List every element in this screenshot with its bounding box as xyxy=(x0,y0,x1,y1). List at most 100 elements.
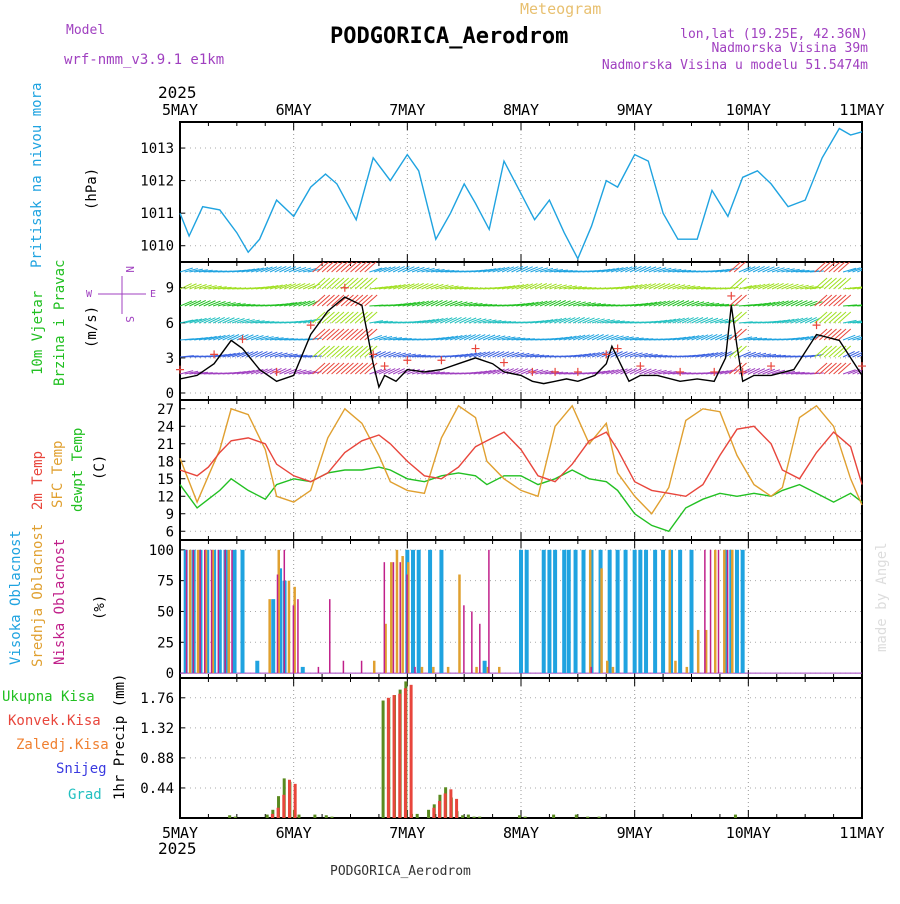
wind-barb xyxy=(857,371,862,375)
wind-barb xyxy=(208,300,221,307)
wind-barb xyxy=(288,354,303,358)
wind-barb xyxy=(293,300,307,307)
cloud-low-bar xyxy=(217,549,220,674)
wind-barb xyxy=(710,351,723,358)
wind-barb xyxy=(454,353,469,358)
day-label-top: 9MAY xyxy=(617,101,653,119)
wind-barb xyxy=(435,269,450,273)
wind-barb xyxy=(790,317,804,324)
cloud-label-1: Visoka Oblacnost xyxy=(8,530,24,665)
wind-barb xyxy=(321,311,335,324)
wind-barb xyxy=(354,328,368,341)
wind-barb xyxy=(303,318,317,324)
wind-barb xyxy=(445,335,459,341)
wind-barb xyxy=(364,294,378,307)
wind-barb xyxy=(487,320,502,324)
wind-barb xyxy=(335,262,349,273)
wind-barb xyxy=(790,284,804,290)
wind-barb xyxy=(577,353,592,358)
cloud-mid-bar xyxy=(611,666,615,674)
y-tick-label: 21 xyxy=(157,437,174,453)
model-elevation-label: Nadmorska Visina u modelu 51.5474m xyxy=(602,58,868,73)
wind-barb xyxy=(662,268,677,273)
wind-barb xyxy=(852,286,862,290)
wind-barb xyxy=(733,294,747,307)
gust-marker xyxy=(727,291,736,300)
cloud-mid-bar xyxy=(293,586,296,674)
wind-barb xyxy=(383,368,396,375)
wind-barb xyxy=(624,368,637,375)
cloud-high-bar xyxy=(232,549,237,674)
wind-barb xyxy=(861,271,862,272)
cloud-low-bar xyxy=(329,599,331,674)
day-label-bottom: 10MAY xyxy=(726,824,771,842)
wind-barb xyxy=(378,351,391,358)
wind-barb xyxy=(487,267,501,273)
wind-barb xyxy=(189,283,202,290)
wind-barb xyxy=(681,335,696,341)
precip-total-bar xyxy=(233,816,237,818)
cloud-mid-bar xyxy=(188,549,192,674)
wind-barb xyxy=(359,328,373,341)
cloud-high-bar xyxy=(271,599,276,674)
wind-barb xyxy=(203,300,216,307)
wind-barb xyxy=(771,300,785,307)
precip-conv-bar xyxy=(276,807,280,818)
wind-barb xyxy=(658,370,672,375)
wind-barb xyxy=(587,317,600,324)
wind-barb xyxy=(350,277,364,290)
wind-barb xyxy=(795,284,809,290)
y-tick-label: 25 xyxy=(157,635,174,651)
wind-barb xyxy=(752,283,766,290)
wind-barb xyxy=(601,334,614,341)
cloud-low-bar xyxy=(199,549,201,674)
wind-barb xyxy=(648,301,662,307)
wind-barb xyxy=(501,285,516,290)
wind-barb xyxy=(714,351,728,358)
wind-barb xyxy=(212,334,226,341)
wind-barb xyxy=(511,284,525,290)
precip-conv-bar xyxy=(403,688,407,818)
day-label-bottom: 9MAY xyxy=(617,824,653,842)
wind-barb xyxy=(520,353,535,358)
wind-barb xyxy=(194,269,208,273)
y-tick-label: 0.44 xyxy=(140,781,174,797)
cloud-low-bar xyxy=(471,611,473,674)
wind-barb xyxy=(781,318,795,324)
cloud-low-bar xyxy=(488,549,490,674)
wind-barb xyxy=(298,283,311,290)
wind-barb xyxy=(430,283,444,290)
cloud-low-bar xyxy=(414,666,416,674)
precip-total-bar xyxy=(427,809,431,818)
wind-barb xyxy=(620,336,634,341)
cloud-mid-bar xyxy=(384,623,387,674)
wind-barb xyxy=(805,285,819,290)
wind-barb xyxy=(293,266,307,273)
wind-barb xyxy=(606,267,620,273)
wind-barb xyxy=(312,345,326,358)
cloud-mid-bar xyxy=(227,549,230,674)
wind-barb xyxy=(549,268,564,273)
wind-barb xyxy=(767,369,781,375)
wind-barb xyxy=(554,336,568,341)
gust-marker xyxy=(272,367,281,376)
wind-barb xyxy=(317,328,331,341)
precip-total-bar xyxy=(478,816,482,818)
wind-barb xyxy=(743,351,757,358)
wind-barb xyxy=(335,311,350,324)
wind-barb xyxy=(549,300,562,307)
precip-conv-bar xyxy=(386,697,390,818)
station-caption: PODGORICA_Aerodrom xyxy=(330,864,471,879)
cloud-label-2: Srednja Oblacnost xyxy=(30,524,46,667)
wind-barb xyxy=(819,262,832,273)
cloud-mid-bar xyxy=(211,549,215,674)
wind-barb xyxy=(217,286,232,290)
wind-barb xyxy=(180,300,193,307)
wind-barb xyxy=(378,368,391,375)
wind-barb xyxy=(686,335,700,341)
wind-barb xyxy=(497,285,511,290)
cloud-high-bar xyxy=(519,549,523,674)
cloud-low-bar xyxy=(360,660,363,674)
wind-barb xyxy=(724,334,738,341)
